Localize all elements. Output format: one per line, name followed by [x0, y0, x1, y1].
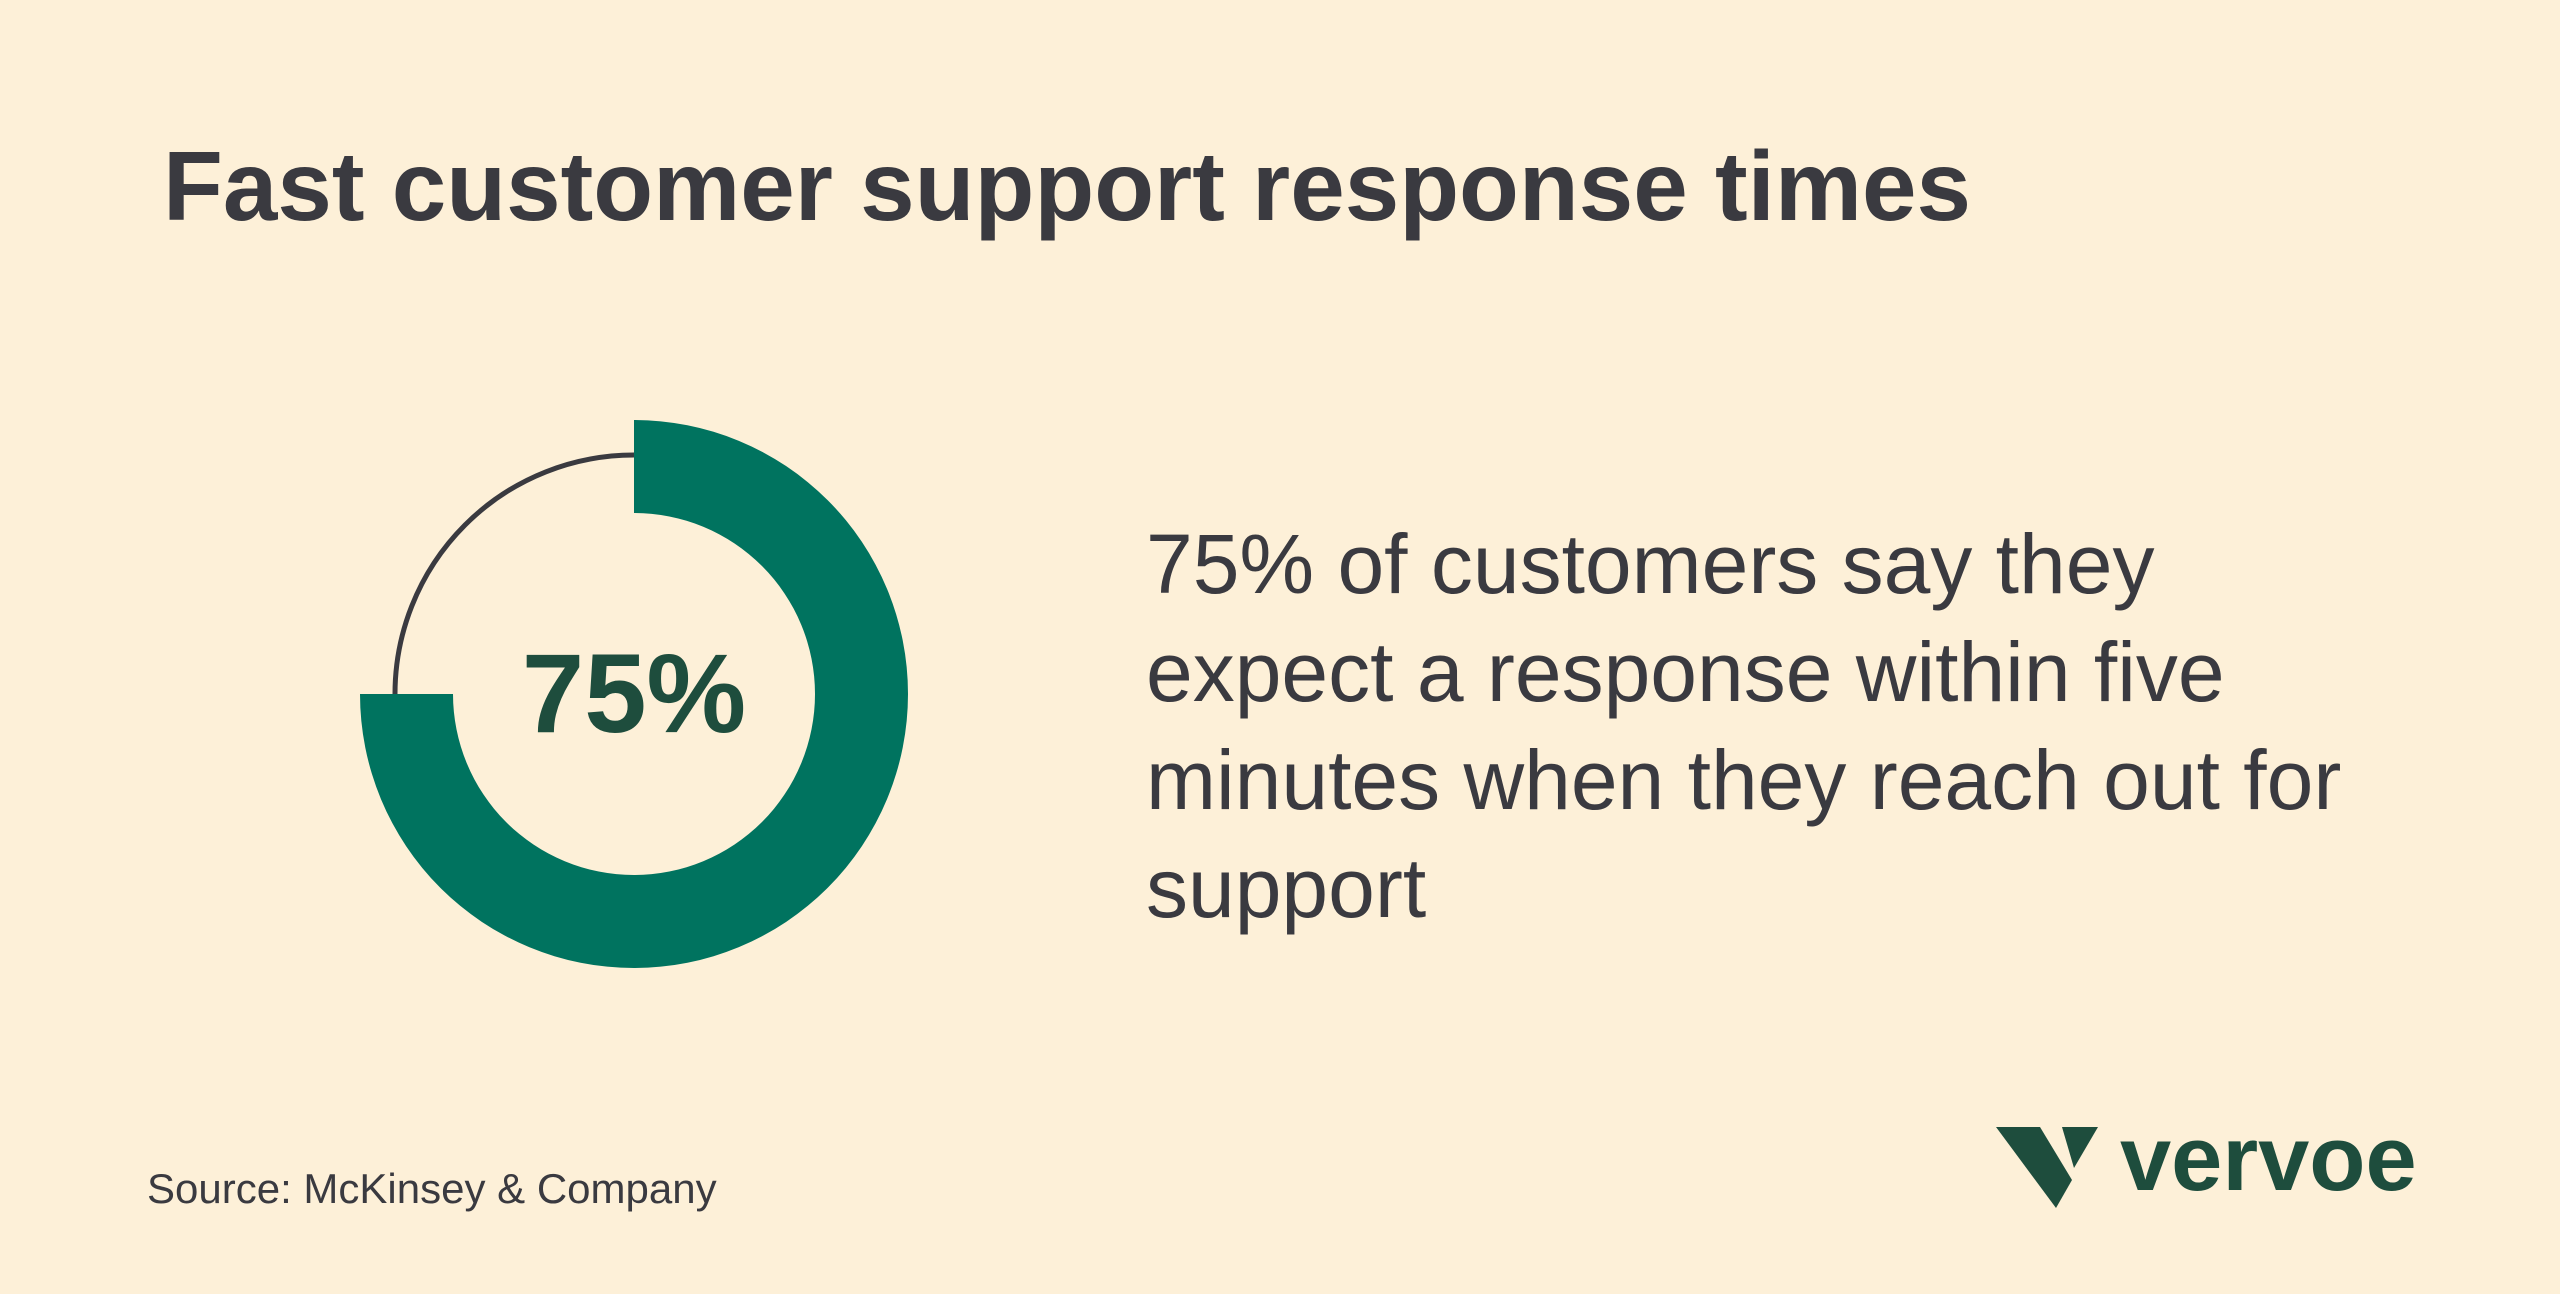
value-label: 75%	[522, 631, 746, 756]
chart-title: Fast customer support response times	[163, 131, 1971, 241]
donut-segment	[360, 420, 908, 968]
logo-mark	[1996, 1127, 2072, 1208]
logo: vervoe	[1996, 1108, 2417, 1210]
source: Source: McKinsey & Company	[147, 1165, 717, 1212]
logo-mark	[2062, 1127, 2098, 1168]
donut-remainder	[392, 452, 635, 695]
description: 75% of customers say they expect a respo…	[1146, 517, 2342, 935]
logo-text: vervoe	[2120, 1108, 2417, 1210]
